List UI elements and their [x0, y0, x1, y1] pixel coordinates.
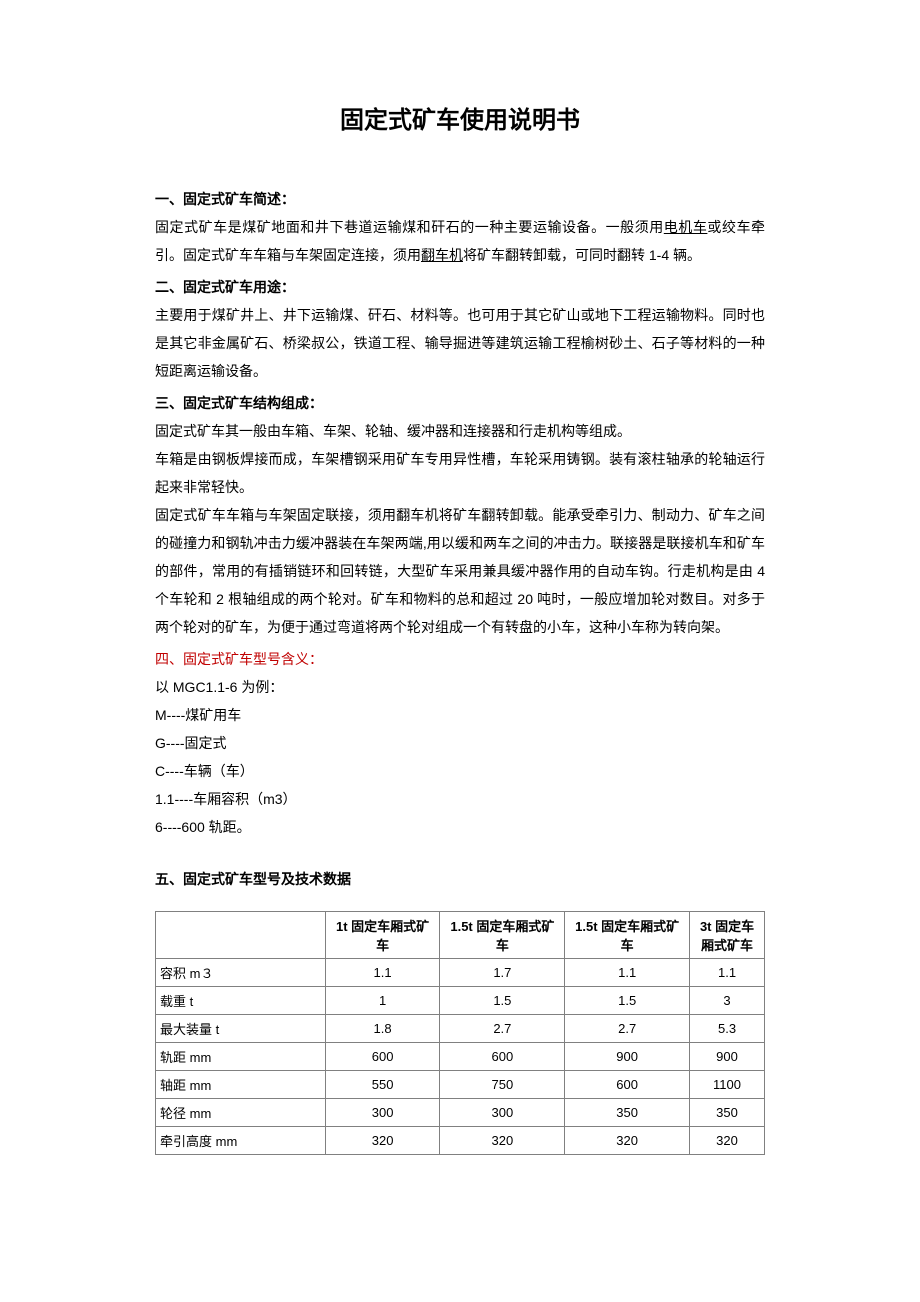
table-cell: 2.7 [440, 1015, 565, 1043]
table-cell: 1100 [690, 1071, 765, 1099]
section-3-header: 三、固定式矿车结构组成： [155, 389, 765, 417]
section-5-header: 五、固定式矿车型号及技术数据 [155, 865, 765, 893]
table-header-col3: 1.5t 固定车厢式矿车 [565, 912, 690, 959]
section-4-line-1: 以 MGC1.1-6 为例： [155, 673, 765, 701]
section-1-header: 一、固定式矿车简述： [155, 185, 765, 213]
section-3-paragraph-3: 固定式矿车车箱与车架固定联接，须用翻车机将矿车翻转卸载。能承受牵引力、制动力、矿… [155, 501, 765, 641]
table-cell: 1.5 [440, 987, 565, 1015]
table-cell: 1 [325, 987, 440, 1015]
section-2-header: 二、固定式矿车用途： [155, 273, 765, 301]
table-row: 轴距 mm5507506001100 [156, 1071, 765, 1099]
table-cell: 750 [440, 1071, 565, 1099]
table-cell: 1.1 [325, 959, 440, 987]
table-row-label: 轴距 mm [156, 1071, 326, 1099]
section-4-line-6: 6----600 轨距。 [155, 813, 765, 841]
table-row-label: 容积 m３ [156, 959, 326, 987]
table-cell: 3 [690, 987, 765, 1015]
table-cell: 1.1 [565, 959, 690, 987]
underline-text: 电机车 [664, 219, 708, 235]
table-row-label: 轨距 mm [156, 1043, 326, 1071]
table-header-blank [156, 912, 326, 959]
table-header-col2: 1.5t 固定车厢式矿车 [440, 912, 565, 959]
table-row-label: 载重 t [156, 987, 326, 1015]
table-header-col1: 1t 固定车厢式矿车 [325, 912, 440, 959]
section-3-paragraph-1: 固定式矿车其一般由车箱、车架、轮轴、缓冲器和连接器和行走机构等组成。 [155, 417, 765, 445]
table-row-label: 轮径 mm [156, 1099, 326, 1127]
underline-text: 翻车机 [421, 247, 463, 263]
table-header-row: 1t 固定车厢式矿车 1.5t 固定车厢式矿车 1.5t 固定车厢式矿车 3t … [156, 912, 765, 959]
section-4-line-5: 1.1----车厢容积（m3） [155, 785, 765, 813]
table-cell: 1.8 [325, 1015, 440, 1043]
section-2-paragraph: 主要用于煤矿井上、井下运输煤、矸石、材料等。也可用于其它矿山或地下工程运输物料。… [155, 301, 765, 385]
table-row: 轮径 mm300300350350 [156, 1099, 765, 1127]
section-1-paragraph: 固定式矿车是煤矿地面和井下巷道运输煤和矸石的一种主要运输设备。一般须用电机车或绞… [155, 213, 765, 269]
table-cell: 320 [440, 1127, 565, 1155]
table-cell: 600 [325, 1043, 440, 1071]
table-cell: 300 [440, 1099, 565, 1127]
table-cell: 600 [440, 1043, 565, 1071]
table-row: 牵引高度 mm320320320320 [156, 1127, 765, 1155]
section-4-line-4: C----车辆（车） [155, 757, 765, 785]
table-row-label: 牵引高度 mm [156, 1127, 326, 1155]
table-cell: 320 [325, 1127, 440, 1155]
table-row: 轨距 mm600600900900 [156, 1043, 765, 1071]
table-cell: 2.7 [565, 1015, 690, 1043]
page-title: 固定式矿车使用说明书 [155, 100, 765, 135]
table-cell: 350 [690, 1099, 765, 1127]
table-cell: 320 [565, 1127, 690, 1155]
section-4-header: 四、固定式矿车型号含义： [155, 645, 765, 673]
table-cell: 300 [325, 1099, 440, 1127]
table-row: 载重 t11.51.53 [156, 987, 765, 1015]
table-cell: 1.7 [440, 959, 565, 987]
table-cell: 900 [690, 1043, 765, 1071]
table-header-col4: 3t 固定车厢式矿车 [690, 912, 765, 959]
text: 固定式矿车是煤矿地面和井下巷道运输煤和矸石的一种主要运输设备。一般须用 [155, 219, 664, 235]
table-cell: 550 [325, 1071, 440, 1099]
section-3-paragraph-2: 车箱是由钢板焊接而成，车架槽钢采用矿车专用异性槽，车轮采用铸钢。装有滚柱轴承的轮… [155, 445, 765, 501]
table-cell: 900 [565, 1043, 690, 1071]
table-row: 最大装量 t1.82.72.75.3 [156, 1015, 765, 1043]
table-cell: 5.3 [690, 1015, 765, 1043]
section-4-line-3: G----固定式 [155, 729, 765, 757]
table-row-label: 最大装量 t [156, 1015, 326, 1043]
spec-table: 1t 固定车厢式矿车 1.5t 固定车厢式矿车 1.5t 固定车厢式矿车 3t … [155, 911, 765, 1155]
table-cell: 1.5 [565, 987, 690, 1015]
section-4-line-2: M----煤矿用车 [155, 701, 765, 729]
table-cell: 600 [565, 1071, 690, 1099]
table-cell: 320 [690, 1127, 765, 1155]
table-row: 容积 m３1.11.71.11.1 [156, 959, 765, 987]
table-cell: 1.1 [690, 959, 765, 987]
table-cell: 350 [565, 1099, 690, 1127]
text: 将矿车翻转卸载，可同时翻转 1-4 辆。 [463, 247, 701, 263]
